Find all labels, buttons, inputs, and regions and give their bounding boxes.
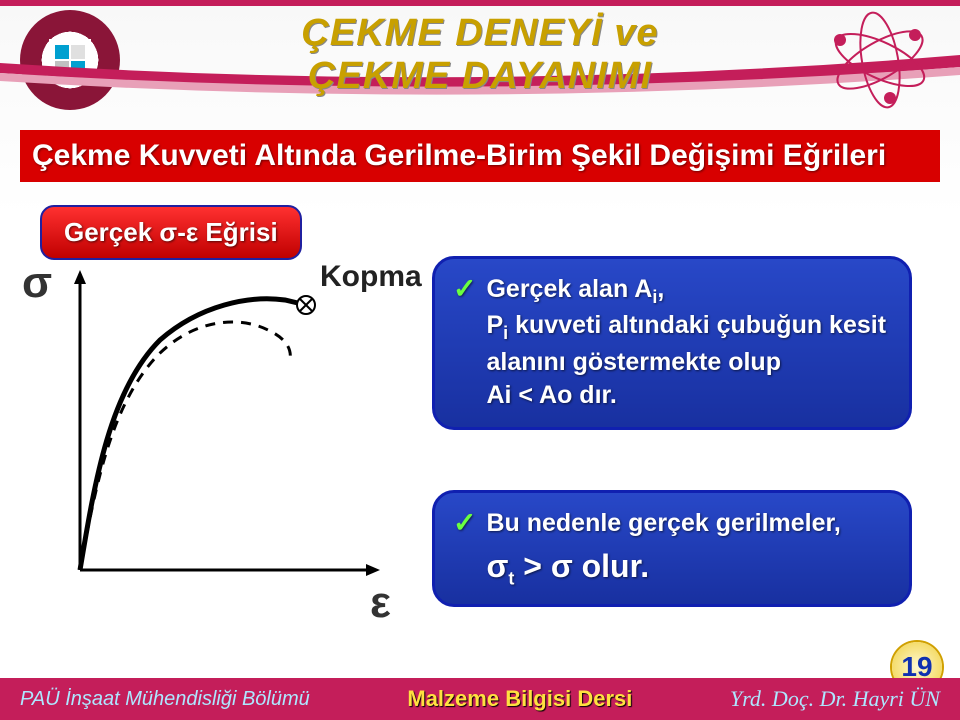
sigma-epsilon-badge: Gerçek σ-ε Eğrisi [40,205,302,260]
slide: ÇEKME DENEYİ ve ÇEKME DAYANIMI Çekme Kuv… [0,0,960,720]
c1-l1b: , [657,275,664,303]
footer-bar: PAÜ İnşaat Mühendisliği Bölümü Malzeme B… [0,678,960,720]
c1-l1a: Gerçek alan A [486,275,652,303]
true-curve [80,299,302,570]
callout-conclusion: ✓ Bu nedenle gerçek gerilmeler, σt > σ o… [432,490,912,607]
badge-sigma-text: Gerçek σ-ε Eğrisi [64,217,278,247]
top-border [0,0,960,6]
callout1-body: Gerçek alan Ai, Pi kuvveti altındaki çub… [486,273,886,413]
subtitle-text: Çekme Kuvveti Altında Gerilme-Birim Şeki… [32,139,886,173]
c1-l2b: kuvveti altındaki çubuğun kesit [508,311,886,339]
x-axis-arrow [366,564,380,576]
check-icon: ✓ [453,275,476,303]
fracture-marker [297,296,315,314]
y-axis-arrow [74,270,86,284]
footer-mid: Malzeme Bilgisi Dersi [407,686,632,712]
slide-title: ÇEKME DENEYİ ve ÇEKME DAYANIMI [0,12,960,98]
c2-l1: Bu nedenle gerçek gerilmeler, [486,507,840,541]
engineering-curve [80,322,290,570]
c2-l2b: > σ olur. [514,548,649,584]
footer-left: PAÜ İnşaat Mühendisliği Bölümü [20,688,310,711]
c2-l2a: σ [486,548,508,584]
subtitle-bar: Çekme Kuvveti Altında Gerilme-Birim Şeki… [20,130,940,182]
callout-area: ✓ Gerçek alan Ai, Pi kuvveti altındaki ç… [432,256,912,430]
c1-l3: alanını göstermekte olup [486,346,886,380]
footer-right: Yrd. Doç. Dr. Hayri ÜN [730,686,940,712]
c1-l2a: P [486,311,503,339]
callout2-body: Bu nedenle gerçek gerilmeler, σt > σ olu… [486,507,840,590]
title-line-1: ÇEKME DENEYİ ve [0,12,960,55]
c1-l4: Ai < Ao dır. [486,379,886,413]
check-icon: ✓ [453,509,476,537]
x-axis-label: ε [370,578,391,628]
stress-strain-chart [40,270,380,580]
title-line-2: ÇEKME DAYANIMI [0,55,960,98]
